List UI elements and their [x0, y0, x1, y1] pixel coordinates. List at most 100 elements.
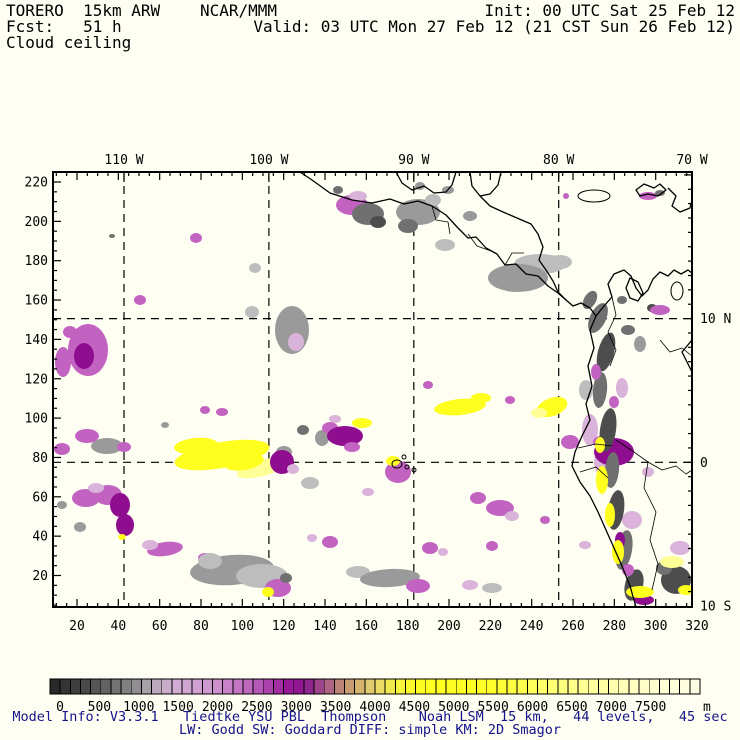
- x-axis-label: 260: [561, 619, 584, 634]
- colorbar-cell: [80, 678, 92, 695]
- country-border: [504, 252, 524, 266]
- colorbar-cell: [506, 678, 518, 695]
- cloud-ceiling-blob: [322, 536, 338, 548]
- colorbar-cell: [465, 678, 478, 695]
- colorbar-cell: [537, 678, 549, 695]
- colorbar-cell: [608, 678, 620, 695]
- cloud-ceiling-blob: [109, 234, 115, 238]
- cloud-ceiling-blob: [174, 439, 270, 471]
- cloud-ceiling-blob: [262, 587, 274, 597]
- y-axis-label: 20: [32, 569, 48, 584]
- right-axis-label: 0: [700, 456, 708, 471]
- y-axis-label: 160: [25, 294, 48, 309]
- cloud-ceiling-blob: [505, 511, 519, 521]
- cloud-ceiling-blob: [531, 408, 547, 418]
- colorbar-tick-label: 2000: [202, 700, 233, 715]
- cloud-ceiling-blob: [161, 422, 169, 428]
- x-axis-label: 320: [685, 619, 708, 634]
- cloud-ceiling-blob: [55, 347, 71, 377]
- cloud-ceiling-blob: [327, 426, 363, 446]
- colorbar-tick-label: 1500: [162, 700, 193, 715]
- model-info-line2: LW: Godd SW: Goddard DIFF: simple KM: 2D…: [178, 722, 561, 738]
- coastline: [667, 187, 692, 213]
- cloud-ceiling-blob: [463, 211, 477, 221]
- cloud-ceiling-blob: [482, 583, 502, 593]
- island-outline: [401, 454, 407, 460]
- cloud-ceiling-blob: [362, 488, 374, 496]
- cloud-ceiling-blob: [435, 239, 455, 251]
- forecast-hour: Fcst: 51 h: [6, 17, 122, 36]
- cloud-ceiling-blob: [605, 503, 615, 527]
- colorbar-cell: [364, 678, 376, 695]
- cloud-ceiling-blob: [88, 483, 104, 493]
- cloud-ceiling-blob: [349, 191, 367, 201]
- cloud-ceiling-blob: [72, 489, 100, 507]
- colorbar-cell: [69, 678, 81, 695]
- x-axis-label: 220: [479, 619, 502, 634]
- cloud-ceiling-blob: [280, 573, 292, 583]
- cloud-ceiling-blob: [142, 540, 158, 550]
- colorbar-cell: [435, 678, 447, 695]
- x-axis-label: 180: [396, 619, 419, 634]
- coastline: [681, 339, 692, 373]
- cloud-ceiling-blob: [385, 461, 411, 483]
- coastline: [635, 183, 667, 197]
- model-info-line1: Model Info: V3.3.1 Tiedtke YSU PBL Thomp…: [12, 709, 728, 725]
- top-axis-label: 70 W: [676, 153, 707, 168]
- cloud-ceiling-blob: [650, 305, 670, 315]
- cloud-ceiling-blob: [174, 437, 218, 455]
- cloud-ceiling-blob: [470, 492, 486, 504]
- cloud-ceiling-blob: [596, 466, 608, 494]
- colorbar-cell: [455, 678, 467, 695]
- cloud-ceiling-blob: [315, 430, 329, 446]
- coastline: [595, 269, 692, 317]
- colorbar-cell: [425, 678, 437, 695]
- colorbar-cell: [689, 678, 701, 695]
- cloud-ceiling-blob: [116, 514, 134, 536]
- cloud-ceiling-blob: [462, 580, 478, 590]
- colorbar-cell: [100, 678, 112, 695]
- x-axis-label: 160: [355, 619, 378, 634]
- island-outline: [670, 281, 684, 301]
- colorbar-tick-label: 7000: [596, 700, 627, 715]
- colorbar-cell: [140, 678, 153, 695]
- colorbar-cell: [110, 678, 122, 695]
- colorbar-cell: [354, 678, 366, 695]
- colorbar-cell: [313, 678, 325, 695]
- coastline: [571, 315, 637, 607]
- coastline: [395, 172, 457, 194]
- cloud-ceiling-blob: [398, 219, 418, 233]
- cloud-ceiling-blob: [505, 396, 515, 404]
- colorbar-cell: [638, 678, 650, 695]
- cloud-ceiling-blob: [63, 326, 77, 338]
- coastline: [469, 172, 502, 197]
- coastline: [479, 195, 567, 301]
- colorbar-cell: [161, 678, 173, 695]
- cloud-ceiling-blob: [604, 452, 620, 488]
- cloud-ceiling-blob: [592, 372, 608, 408]
- country-border: [431, 205, 451, 235]
- colorbar-cell: [669, 678, 681, 695]
- x-axis-label: 200: [437, 619, 460, 634]
- top-axis-label: 90 W: [398, 153, 429, 168]
- cloud-ceiling-blob: [307, 534, 317, 542]
- init-time: Init: 00 UTC Sat 25 Feb 12: [484, 1, 735, 20]
- colorbar-cell: [171, 678, 183, 695]
- country-border: [607, 296, 617, 367]
- y-axis-label: 60: [32, 490, 48, 505]
- field-title: Cloud ceiling: [6, 33, 132, 52]
- cloud-ceiling-blob: [200, 406, 210, 414]
- cloud-ceiling-blob: [563, 193, 569, 199]
- colorbar-tick-label: 4000: [359, 700, 390, 715]
- cloud-ceiling-blob: [591, 364, 601, 380]
- y-axis-label: 220: [25, 176, 48, 191]
- cloud-ceiling-blob: [617, 296, 627, 304]
- cloud-ceiling-blob: [434, 398, 486, 416]
- colorbar-cell: [394, 678, 406, 695]
- colorbar-tick-label: 2500: [241, 700, 272, 715]
- island-outline: [577, 189, 611, 203]
- map-inner: [53, 172, 692, 607]
- cloud-ceiling-blob: [579, 541, 591, 549]
- cloud-ceiling-blob: [670, 541, 690, 555]
